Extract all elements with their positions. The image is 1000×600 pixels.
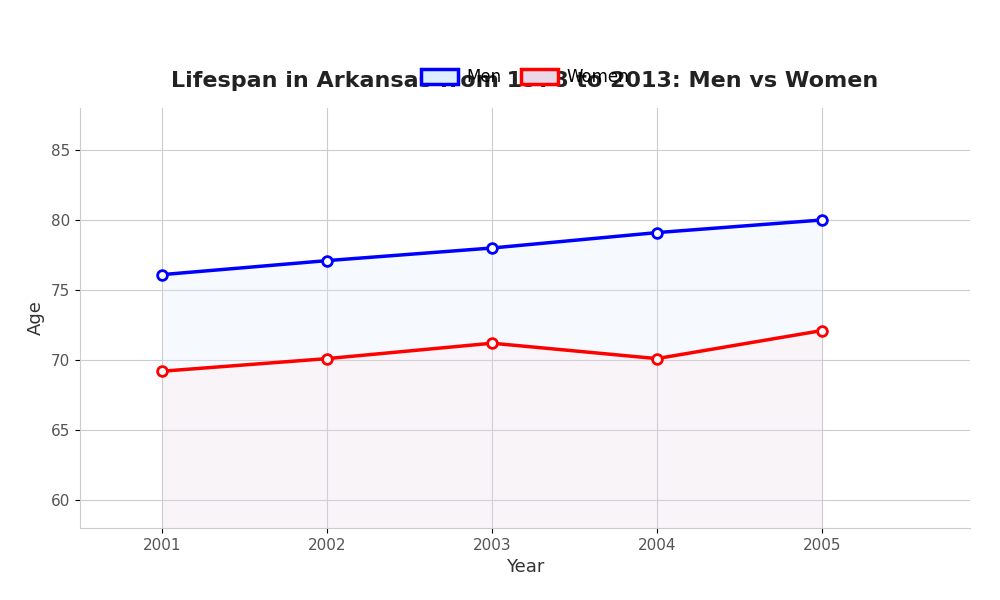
Title: Lifespan in Arkansas from 1978 to 2013: Men vs Women: Lifespan in Arkansas from 1978 to 2013: …	[171, 71, 879, 91]
Legend: Men, Women: Men, Women	[414, 62, 636, 93]
X-axis label: Year: Year	[506, 558, 544, 576]
Y-axis label: Age: Age	[27, 301, 45, 335]
